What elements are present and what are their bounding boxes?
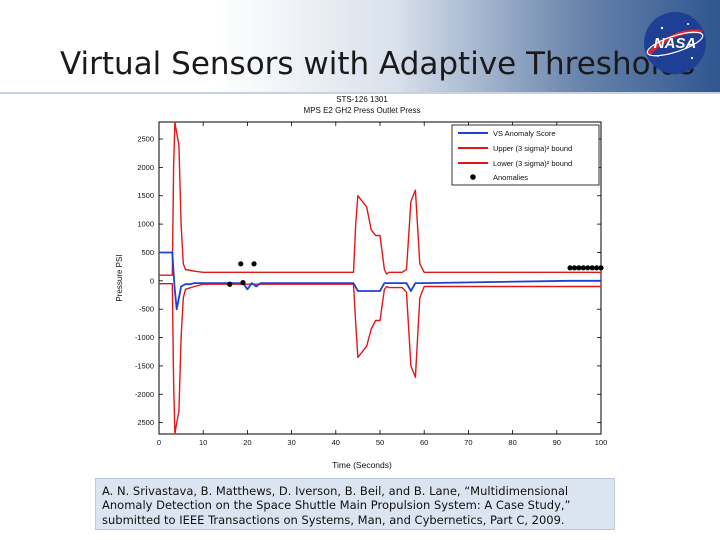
y-tick-label: -1500 — [135, 361, 154, 370]
header-divider — [0, 92, 720, 94]
series-line-score — [159, 251, 601, 311]
x-tick-label: 60 — [420, 438, 428, 447]
legend: VS Anomaly Score Upper (3 sigma)² bound … — [451, 124, 600, 186]
series-lines — [159, 121, 601, 435]
header-band — [0, 0, 720, 92]
anomaly-point — [251, 261, 257, 267]
anomaly-point — [589, 265, 595, 271]
y-tick-label: -1000 — [135, 333, 154, 342]
x-tick-label: 50 — [376, 438, 384, 447]
legend-label-anomalies: Anomalies — [493, 173, 528, 182]
series-line-lower-bound — [159, 282, 601, 435]
x-tick-label: 30 — [287, 438, 295, 447]
x-tick-label: 70 — [464, 438, 472, 447]
chart-subtitle: MPS E2 GH2 Press Outlet Press — [304, 106, 421, 115]
y-tick-label: 500 — [141, 248, 154, 257]
x-axis-ticks: 0 10 20 30 40 50 60 70 80 90 100 — [157, 122, 607, 447]
y-tick-label: 2500 — [137, 418, 154, 427]
x-tick-label: 80 — [508, 438, 516, 447]
y-tick-label: 2500 — [137, 135, 154, 144]
slide-title: Virtual Sensors with Adaptive Thresholds — [60, 46, 696, 82]
x-tick-label: 10 — [199, 438, 207, 447]
y-tick-label: 1000 — [137, 220, 154, 229]
legend-label-score: VS Anomaly Score — [493, 129, 556, 138]
x-tick-label: 100 — [595, 438, 608, 447]
x-tick-label: 40 — [332, 438, 340, 447]
anomaly-points — [227, 261, 604, 287]
y-tick-label: 1500 — [137, 191, 154, 200]
nasa-logo-text: NASA — [654, 35, 697, 52]
x-tick-label: 20 — [243, 438, 251, 447]
anomaly-point — [580, 265, 586, 271]
anomaly-point — [585, 265, 591, 271]
y-tick-label: 0 — [150, 276, 154, 285]
legend-label-upper: Upper (3 sigma)² bound — [493, 144, 572, 153]
x-tick-label: 0 — [157, 438, 161, 447]
x-axis-label: Time (Seconds) — [332, 460, 392, 470]
y-tick-label: 2000 — [137, 163, 154, 172]
anomaly-point — [576, 265, 582, 271]
y-axis-ticks: 2500 2000 1500 1000 500 0 -500 -1000 -1500 -2000 2… — [135, 135, 601, 427]
series-line-upper-bound — [159, 121, 601, 276]
legend-label-lower: Lower (3 sigma)² bound — [493, 159, 572, 168]
x-tick-label: 90 — [553, 438, 561, 447]
chart: STS-126 1301 MPS E2 GH2 Press Outlet Pre… — [115, 95, 607, 470]
legend-box — [451, 124, 600, 186]
y-tick-label: -2000 — [135, 390, 154, 399]
anomaly-point — [227, 281, 233, 287]
y-axis-label: Pressure PSI — [115, 254, 124, 301]
anomaly-point — [598, 265, 604, 271]
legend-swatch-anomalies — [470, 174, 476, 180]
y-tick-label: -500 — [139, 305, 154, 314]
anomaly-point — [567, 265, 573, 271]
anomaly-point — [571, 265, 578, 271]
anomaly-point — [238, 261, 244, 267]
anomaly-point — [593, 265, 600, 271]
anomaly-point — [240, 279, 246, 286]
chart-title: STS-126 1301 — [336, 95, 388, 104]
citation-box: A. N. Srivastava, B. Matthews, D. Iverso… — [95, 478, 615, 530]
nasa-logo: NASA — [644, 12, 706, 74]
